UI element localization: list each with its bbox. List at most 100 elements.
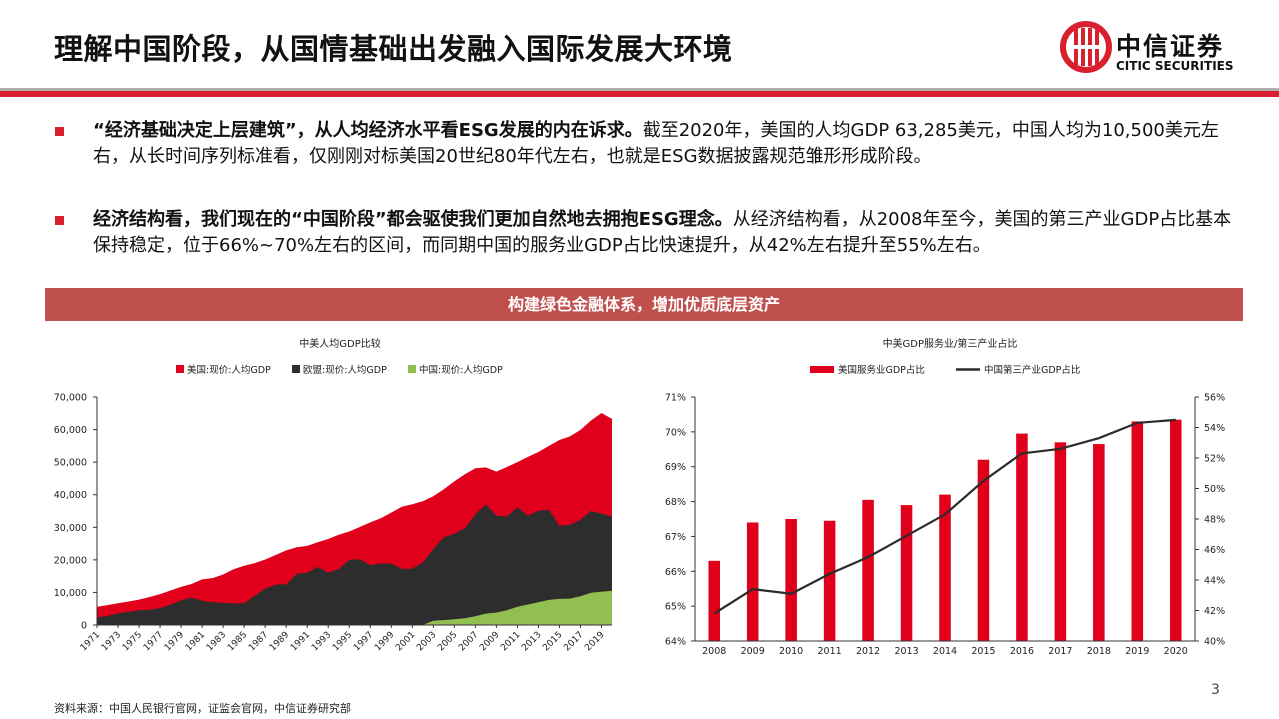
x-tick-label: 2009 — [478, 630, 501, 653]
x-tick-label: 2010 — [779, 646, 803, 657]
x-tick-label: 2005 — [436, 630, 459, 653]
legend-swatch — [810, 366, 834, 373]
x-tick-label: 1975 — [121, 630, 144, 653]
bullet-body: 截至2020年，美国的人均GDP 63,285美元，中国人均为10,500美元左… — [93, 120, 1219, 167]
x-tick-label: 2011 — [818, 646, 842, 657]
x-tick-label: 2015 — [541, 630, 564, 653]
bar — [1054, 442, 1067, 641]
bullet-body: 从经济结构看，从2008年至今，美国的第三产业GDP占比基本保持稳定，位于66%… — [93, 209, 1232, 256]
page-number: 3 — [1211, 682, 1220, 698]
bar — [1016, 433, 1028, 641]
y2-tick-label: 40% — [1204, 637, 1225, 648]
x-tick-label: 2019 — [583, 630, 606, 653]
x-tick-label: 2003 — [415, 630, 438, 653]
x-tick-label: 2013 — [520, 630, 543, 653]
logo-text-en: CITIC SECURITIES — [1116, 59, 1234, 73]
y-tick-label: 71% — [665, 393, 686, 404]
y-tick-label: 68% — [665, 497, 686, 508]
x-tick-label: 1991 — [289, 630, 312, 653]
x-tick-label: 2015 — [971, 646, 995, 657]
x-tick-label: 2017 — [1048, 646, 1072, 657]
bar — [1093, 444, 1105, 641]
x-tick-label: 2020 — [1164, 646, 1188, 657]
x-tick-label: 1995 — [331, 630, 354, 653]
bar — [708, 560, 720, 641]
x-tick-label: 1999 — [373, 630, 396, 653]
bullet-text: 经济结构看，我们现在的“中国阶段”都会驱使我们更加自然地去拥抱ESG理念。从经济… — [93, 207, 1235, 259]
x-tick-label: 2014 — [933, 646, 957, 657]
y2-tick-label: 54% — [1204, 423, 1225, 434]
x-tick-label: 2007 — [457, 630, 480, 653]
x-tick-label: 1979 — [163, 630, 186, 653]
x-tick-label: 1973 — [100, 630, 123, 653]
y-tick-label: 70% — [665, 427, 686, 438]
bullet-bold-lead: 经济结构看，我们现在的“中国阶段”都会驱使我们更加自然地去拥抱ESG理念。 — [93, 209, 733, 230]
y-tick-label: 65% — [665, 602, 686, 613]
legend-swatch — [292, 365, 300, 373]
y-tick-label: 0 — [81, 621, 87, 632]
line-series — [713, 418, 1176, 615]
y2-tick-label: 42% — [1204, 606, 1225, 617]
y2-tick-label: 44% — [1204, 576, 1225, 587]
legend-label: 中国:现价:人均GDP — [419, 364, 503, 376]
x-tick-label: 2011 — [499, 630, 522, 653]
y2-tick-label: 56% — [1204, 393, 1225, 404]
bullet-square-icon — [55, 216, 64, 225]
bar — [1170, 419, 1182, 641]
source-note: 资料来源：中国人民银行官网，证监会官网，中信证券研究部 — [54, 702, 351, 715]
bar — [939, 494, 951, 641]
x-tick-label: 1989 — [268, 630, 291, 653]
y2-tick-label: 52% — [1204, 454, 1225, 465]
x-tick-label: 1997 — [352, 630, 375, 653]
x-tick-label: 2019 — [1125, 646, 1149, 657]
legend-swatch — [408, 365, 416, 373]
y-tick-label: 64% — [665, 637, 686, 648]
citic-logo: 中信证券 CITIC SECURITIES — [1060, 21, 1260, 81]
bullet-bold-lead: “经济基础决定上层建筑”，从人均经济水平看ESG发展的内在诉求。 — [93, 120, 643, 141]
page-title: 理解中国阶段，从国情基础出发融入国际发展大环境 — [54, 32, 733, 66]
citic-logo-icon — [1060, 21, 1112, 73]
bar — [746, 522, 759, 641]
bullet-square-icon — [55, 127, 64, 136]
section-banner: 构建绿色金融体系，增加优质底层资产 — [45, 288, 1243, 321]
y-tick-label: 70,000 — [54, 393, 87, 404]
y-tick-label: 60,000 — [54, 425, 87, 436]
x-tick-label: 1977 — [142, 630, 165, 653]
legend-label: 欧盟:现价:人均GDP — [303, 364, 387, 376]
y-tick-label: 10,000 — [54, 588, 87, 599]
x-tick-label: 1993 — [310, 630, 333, 653]
y-tick-label: 66% — [665, 567, 686, 578]
x-tick-label: 1987 — [247, 630, 270, 653]
x-tick-label: 2001 — [394, 630, 417, 653]
bar — [823, 520, 836, 641]
legend-label: 中国第三产业GDP占比 — [984, 364, 1080, 376]
x-tick-label: 1981 — [184, 630, 207, 653]
x-tick-label: 2018 — [1087, 646, 1111, 657]
bullet-point: 经济结构看，我们现在的“中国阶段”都会驱使我们更加自然地去拥抱ESG理念。从经济… — [55, 207, 1235, 259]
y-tick-label: 30,000 — [54, 523, 87, 534]
x-tick-label: 2016 — [1010, 646, 1034, 657]
area-series-1 — [97, 504, 612, 625]
bar — [785, 519, 797, 641]
y-tick-label: 20,000 — [54, 555, 87, 566]
y-tick-label: 67% — [665, 532, 686, 543]
bar — [900, 505, 913, 641]
legend-label: 美国:现价:人均GDP — [187, 364, 271, 376]
y-tick-label: 69% — [665, 462, 686, 473]
bullet-point: “经济基础决定上层建筑”，从人均经济水平看ESG发展的内在诉求。截至2020年，… — [55, 118, 1235, 170]
x-tick-label: 1985 — [226, 630, 249, 653]
chart-title: 中美人均GDP比较 — [299, 337, 380, 350]
y2-tick-label: 46% — [1204, 545, 1225, 556]
y2-tick-label: 48% — [1204, 515, 1225, 526]
y-tick-label: 40,000 — [54, 490, 87, 501]
y2-tick-label: 50% — [1204, 484, 1225, 495]
area-series-2 — [97, 590, 612, 625]
x-tick-label: 2012 — [856, 646, 880, 657]
header-divider — [0, 88, 1279, 97]
x-tick-label: 2017 — [562, 630, 585, 653]
bar — [862, 499, 874, 641]
y-tick-label: 50,000 — [54, 458, 87, 469]
header: 理解中国阶段，从国情基础出发融入国际发展大环境 中信证券 CITIC SECUR… — [0, 0, 1279, 88]
